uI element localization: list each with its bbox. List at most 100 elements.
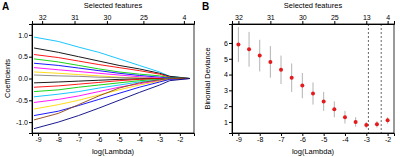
- tick-mark: [29, 100, 32, 101]
- point: [364, 123, 368, 127]
- tick-label: -8: [56, 136, 62, 143]
- x-axis-title: log(Lambda): [292, 147, 335, 156]
- marks: [34, 37, 190, 129]
- point: [268, 60, 272, 64]
- tick: 30: [104, 14, 112, 24]
- tick-label: 5: [224, 55, 228, 62]
- tick: 0.0: [18, 75, 32, 82]
- tick-mark: [75, 21, 76, 24]
- tick-mark: [29, 122, 32, 123]
- x-axis-title: log(Lambda): [92, 147, 135, 156]
- tick: -5: [321, 133, 327, 143]
- tick: -7: [76, 133, 82, 143]
- coefficient-path: [34, 63, 190, 78]
- tick-mark: [107, 21, 108, 24]
- tick-label: -9: [35, 136, 41, 143]
- point: [236, 43, 240, 47]
- tick-label: 32: [39, 14, 47, 21]
- tick-mark: [334, 21, 335, 24]
- tick-mark: [238, 21, 239, 24]
- tick-mark: [42, 21, 43, 24]
- tick: 1.0: [18, 32, 32, 39]
- tick-label: 25: [140, 14, 148, 21]
- tick-label: -1.0: [16, 119, 28, 126]
- tick-mark: [29, 79, 32, 80]
- tick: 6: [224, 40, 232, 47]
- tick-label: 4: [224, 71, 228, 78]
- tick-label: 4: [182, 14, 186, 21]
- tick-label: -6: [96, 136, 102, 143]
- coefficient-path: [34, 75, 190, 78]
- tick: -7: [278, 133, 284, 143]
- tick-label: 0.5: [18, 53, 28, 60]
- point: [290, 76, 294, 80]
- tick-label: 30: [104, 14, 112, 21]
- tick-label: 6: [224, 40, 228, 47]
- tick: 4: [182, 14, 186, 24]
- tick-label: -7: [76, 136, 82, 143]
- tick: -8: [257, 133, 263, 143]
- axis-line: [233, 21, 395, 25]
- point: [300, 84, 304, 88]
- tick-label: 30: [299, 14, 307, 21]
- coefficient-path: [34, 79, 190, 97]
- coefficient-path: [34, 79, 190, 120]
- tick-label: -9: [236, 136, 242, 143]
- tick-label: -5: [116, 136, 122, 143]
- coefficient-path: [34, 55, 190, 79]
- tick: 32: [39, 14, 47, 24]
- tick: 31: [71, 14, 79, 24]
- tick: -6: [300, 133, 306, 143]
- tick-mark: [302, 21, 303, 24]
- tick-mark: [229, 59, 232, 60]
- tick: 31: [267, 14, 275, 24]
- tick-label: -4: [342, 136, 348, 143]
- tick: 13: [363, 14, 371, 24]
- panel-label: A: [2, 1, 9, 12]
- tick: 32: [235, 14, 243, 24]
- coefficient-path: [34, 79, 190, 116]
- point: [343, 115, 347, 119]
- tick: -3: [364, 133, 370, 143]
- figure: -9-8-7-6-5-4-3-2323130254-1.0-0.50.00.51…: [0, 0, 400, 157]
- tick-label: 13: [363, 14, 371, 21]
- tick-mark: [29, 35, 32, 36]
- coefficient-path: [34, 79, 190, 110]
- y-axis-title: Coefficients: [3, 59, 12, 98]
- y-axis: -1.0-0.50.00.51.0: [16, 25, 33, 134]
- point: [386, 118, 390, 122]
- reference-line: [381, 24, 382, 133]
- panel: -9-8-7-6-5-4-3-2323130254-1.0-0.50.00.51…: [2, 1, 195, 156]
- tick-label: 3: [224, 87, 228, 94]
- tick: 30: [299, 14, 307, 24]
- point: [322, 99, 326, 103]
- tick: 25: [140, 14, 148, 24]
- point: [332, 107, 336, 111]
- tick-label: 0.0: [18, 75, 28, 82]
- y-axis-title: Binomial Deviance: [203, 47, 212, 109]
- tick-mark: [388, 21, 389, 24]
- tick: 25: [331, 14, 339, 24]
- tick-mark: [229, 75, 232, 76]
- point: [311, 92, 315, 96]
- panel: -9 -8 -7 -6 -5 -4 -3 -2 32 31 30 25 13 4 1 2 3 4 5 6 log(Lam…: [202, 1, 395, 156]
- tick-label: -3: [364, 136, 370, 143]
- tick: 4: [386, 14, 390, 24]
- plot-frame: [32, 24, 194, 133]
- coefficient-path: [34, 59, 190, 79]
- x-axis: -9-8-7-6-5-4-3-2: [33, 133, 195, 143]
- coefficient-path: [34, 79, 190, 129]
- coefficient-path: [34, 68, 190, 79]
- tick: -6: [96, 133, 102, 143]
- coefficient-path: [34, 72, 190, 79]
- tick: 4: [224, 71, 232, 78]
- tick-mark: [184, 21, 185, 24]
- tick: -8: [56, 133, 62, 143]
- tick-mark: [29, 57, 32, 58]
- tick: 2: [224, 103, 232, 110]
- tick-label: 1: [224, 119, 228, 126]
- tick: -2: [385, 133, 391, 143]
- tick-label: 1.0: [18, 32, 28, 39]
- marks: [236, 24, 389, 133]
- tick: 0.5: [18, 53, 32, 60]
